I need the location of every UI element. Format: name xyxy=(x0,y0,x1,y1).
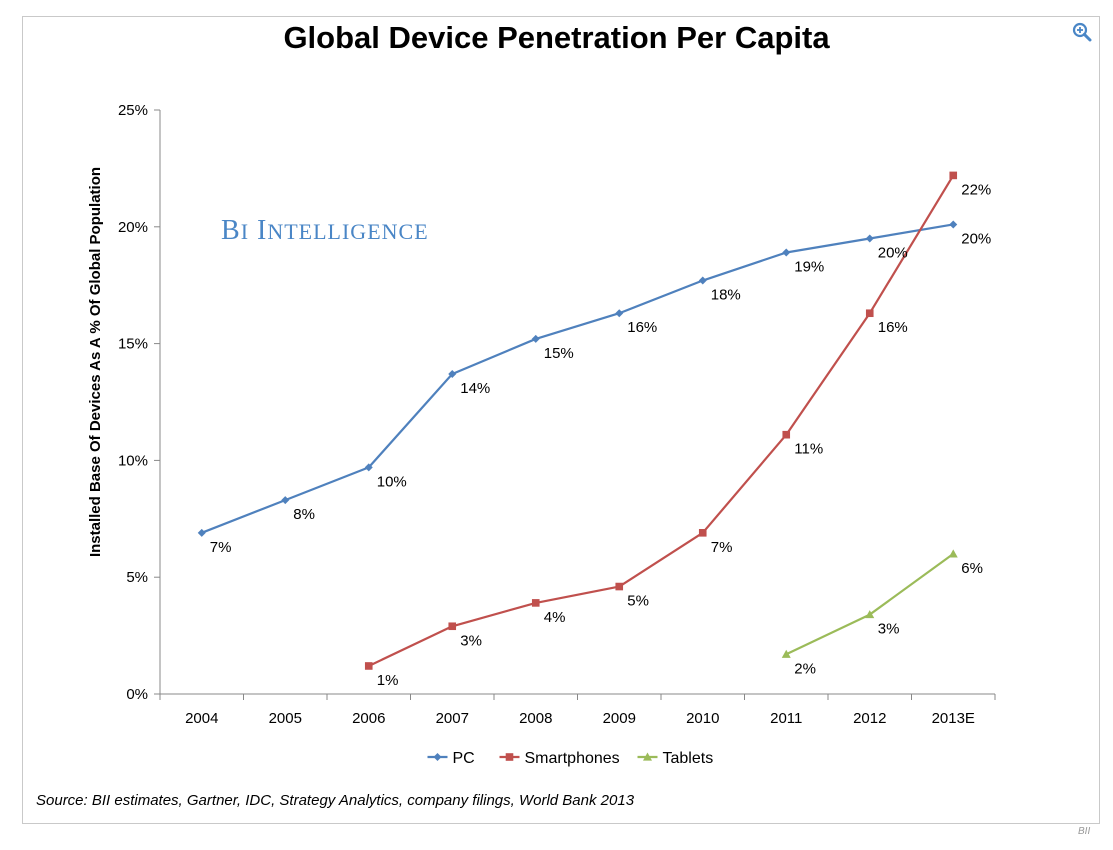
y-axis-label: Installed Base Of Devices As A % Of Glob… xyxy=(87,167,104,557)
chart-title: Global Device Penetration Per Capita xyxy=(283,20,830,55)
corner-mark: BII xyxy=(1078,826,1091,837)
data-label-pc: 8% xyxy=(293,506,315,523)
data-label-pc: 15% xyxy=(544,345,574,362)
data-label-smartphones: 4% xyxy=(544,609,566,626)
data-point-pc xyxy=(531,334,540,343)
data-label-tablets: 2% xyxy=(794,660,816,677)
data-point-pc xyxy=(281,496,290,505)
data-label-pc: 19% xyxy=(794,258,824,275)
x-tick-label: 2010 xyxy=(686,710,719,727)
chart-axes: 0% 5% 10% 15% 20% 25% 2004 2005 2006 2007 2008 2009… xyxy=(118,102,996,727)
x-tick-label: 2004 xyxy=(185,710,218,727)
series-line-smartphones xyxy=(368,174,955,667)
data-label-smartphones: 11% xyxy=(794,441,823,458)
legend-label-pc: PC xyxy=(453,750,475,767)
data-point-pc xyxy=(448,369,457,378)
x-tick-label: 2008 xyxy=(519,710,552,727)
y-tick-label: 0% xyxy=(126,686,148,703)
data-label-pc: 7% xyxy=(210,539,232,556)
data-label-pc: 16% xyxy=(627,319,657,336)
data-label-smartphones: 1% xyxy=(377,672,399,689)
legend-marker-pc xyxy=(433,753,442,761)
y-tick-label: 10% xyxy=(118,452,148,469)
series-line-tablets xyxy=(785,552,954,656)
x-tick-label: 2013E xyxy=(932,710,975,727)
data-label-smartphones: 16% xyxy=(878,319,908,336)
data-point-smartphones xyxy=(448,622,457,631)
y-tick-label: 5% xyxy=(126,569,148,586)
legend-label-tablets: Tablets xyxy=(663,750,714,767)
watermark-logo: BI INTELLIGENCE xyxy=(221,215,429,246)
data-label-smartphones: 3% xyxy=(460,632,482,649)
legend-label-smartphones: Smartphones xyxy=(525,750,620,767)
data-point-smartphones xyxy=(949,171,958,180)
data-point-smartphones xyxy=(698,529,707,537)
chart-series xyxy=(197,171,958,670)
y-tick-label: 20% xyxy=(118,219,148,236)
data-label-pc: 10% xyxy=(377,473,407,490)
source-note: Source: BII estimates, Gartner, IDC, Str… xyxy=(36,792,635,809)
data-point-tablets xyxy=(781,649,791,658)
data-point-pc xyxy=(949,220,958,229)
chart-data-labels: 7% 8% 10% 14% 15% 16% 18% 19% 20% 20% 1% 3% 4% 5% 7% 11… xyxy=(210,181,992,689)
data-point-smartphones xyxy=(531,599,540,607)
data-label-tablets: 6% xyxy=(961,560,983,577)
x-tick-label: 2012 xyxy=(853,710,886,727)
data-label-pc: 14% xyxy=(460,380,490,397)
data-label-tablets: 3% xyxy=(878,621,900,638)
series-line-pc xyxy=(201,223,954,534)
data-point-pc xyxy=(698,276,707,285)
data-label-smartphones: 5% xyxy=(627,593,649,610)
y-tick-label: 15% xyxy=(118,336,148,353)
x-tick-label: 2005 xyxy=(269,710,302,727)
data-point-tablets xyxy=(948,549,958,558)
legend-marker-smartphones xyxy=(505,753,514,761)
data-label-pc: 18% xyxy=(711,287,741,304)
x-tick-label: 2009 xyxy=(603,710,636,727)
data-point-smartphones xyxy=(865,309,874,318)
data-point-pc xyxy=(782,248,791,257)
data-point-smartphones xyxy=(364,662,373,670)
data-point-pc xyxy=(615,309,624,318)
x-tick-label: 2007 xyxy=(436,710,469,727)
data-label-pc: 20% xyxy=(878,244,908,261)
x-tick-label: 2011 xyxy=(770,710,802,727)
data-label-smartphones: 22% xyxy=(961,181,991,198)
data-point-pc xyxy=(865,234,874,243)
data-point-tablets xyxy=(865,610,875,619)
y-tick-label: 25% xyxy=(118,102,148,119)
data-point-smartphones xyxy=(615,582,624,591)
data-label-smartphones: 7% xyxy=(711,539,733,556)
chart-legend: PC Smartphones Tablets xyxy=(427,750,714,767)
data-point-pc xyxy=(364,463,373,472)
chart-frame xyxy=(22,16,1100,824)
data-point-smartphones xyxy=(782,430,791,439)
data-label-pc: 20% xyxy=(961,230,991,247)
x-tick-label: 2006 xyxy=(352,710,385,727)
zoom-in-icon[interactable] xyxy=(1072,22,1092,42)
legend-marker-tablets xyxy=(643,752,652,761)
data-point-pc xyxy=(197,528,206,537)
